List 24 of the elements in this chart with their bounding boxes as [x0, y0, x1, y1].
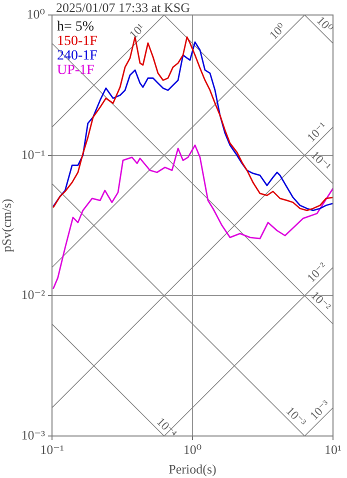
- y-tick-label: 10⁰: [26, 6, 45, 22]
- annotation: 10⁰: [266, 20, 288, 42]
- x-tick-label: 10⁰: [183, 442, 202, 458]
- series-label: 240-1F: [57, 48, 98, 64]
- annotation: 10⁻³: [306, 396, 333, 423]
- annotation: 10⁻¹: [304, 118, 330, 145]
- annotation: h= 5%: [57, 20, 94, 35]
- chart-title: 2025/01/07 17:33 at KSG: [56, 0, 190, 15]
- y-axis-title: pSv(cm/s): [0, 198, 14, 252]
- annotation: 10⁰: [314, 13, 336, 36]
- annotation: 10⁻¹: [308, 148, 334, 174]
- text: UP-1F: [57, 63, 95, 78]
- x-tick-label: 10¹: [324, 442, 342, 458]
- annotation: 10⁻²: [304, 259, 330, 285]
- y-tick-label: 10⁻²: [21, 287, 46, 302]
- x-tick-label: 10⁻¹: [40, 442, 64, 458]
- annotation: 10¹: [126, 20, 148, 42]
- text: 150-1F: [57, 34, 98, 50]
- annotation: 10⁻²: [308, 288, 334, 314]
- y-tick-label: 10⁻³: [21, 427, 46, 442]
- y-tick-label: 10⁻¹: [21, 146, 46, 162]
- annotation: 10⁻⁴: [154, 414, 180, 440]
- annotation: 10⁻³: [284, 404, 310, 430]
- x-axis-title: Period(s): [168, 462, 216, 477]
